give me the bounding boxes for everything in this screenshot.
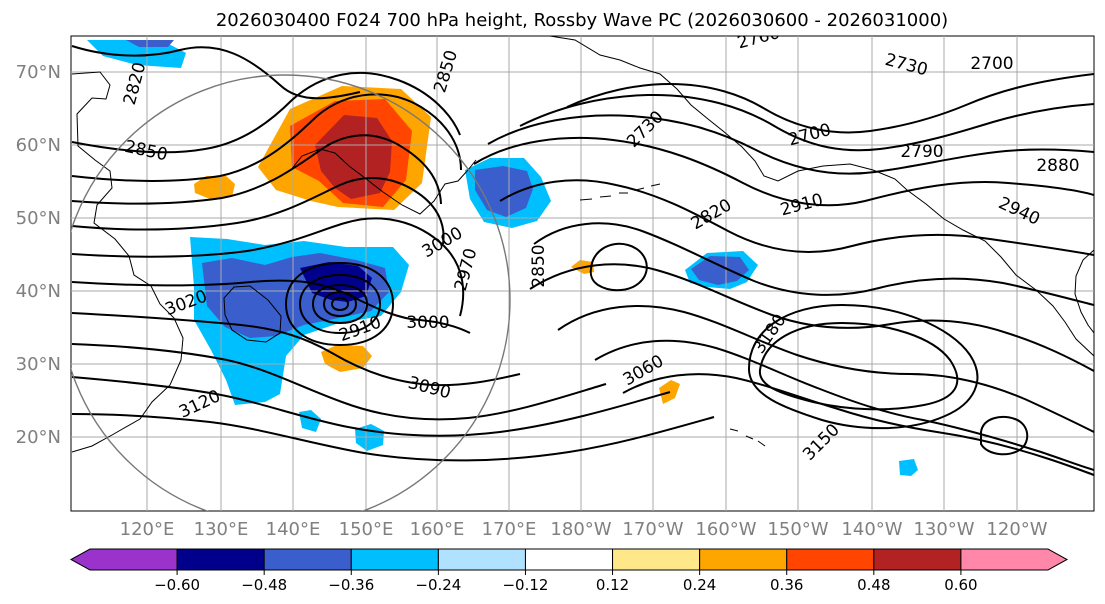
contour-2880 xyxy=(71,93,462,182)
latitude-tick-label: 50°N xyxy=(16,208,61,229)
contour-3180-loop xyxy=(758,321,959,411)
colorbar-extend-left xyxy=(69,548,178,571)
latitude-tick-label: 60°N xyxy=(16,135,61,156)
alaska-coastline xyxy=(549,36,1094,357)
coastlines xyxy=(71,36,1094,453)
contour-3150-loop xyxy=(747,303,979,430)
contour-2820 xyxy=(71,45,361,100)
contour-2940 xyxy=(71,177,445,245)
colorbar-tick-label: 0.12 xyxy=(596,576,629,594)
north-strong-negative-anomaly xyxy=(126,40,174,47)
colorbar-swatch xyxy=(873,548,962,571)
aleutian-islands xyxy=(579,183,661,201)
height-contours xyxy=(71,45,1094,476)
contour-3120 xyxy=(71,413,715,462)
contour-low-2 xyxy=(298,273,382,335)
colorbar-swatch xyxy=(524,548,614,571)
small-positive-anomaly-south xyxy=(321,345,372,372)
colorbar-extend-right xyxy=(960,548,1069,571)
gulf-strong-negative-anomaly xyxy=(691,256,749,285)
contour-2730 xyxy=(566,73,1094,134)
east-asia-coastline xyxy=(71,71,184,453)
contour-small-loop-2 xyxy=(980,415,1029,456)
contour-3090 xyxy=(71,376,671,437)
colorbar-swatch xyxy=(786,548,875,571)
anomaly-layer xyxy=(87,40,918,476)
plot-title: 2026030400 F024 700 hPa height, Rossby W… xyxy=(216,10,948,31)
longitude-tick-label: 120°E xyxy=(120,519,175,540)
contour-value-label: 3000 xyxy=(406,313,449,333)
reference-circle xyxy=(71,74,511,511)
longitude-tick-label: 160°W xyxy=(695,519,756,540)
contour-low-3 xyxy=(311,283,369,325)
longitude-tick-label: 130°W xyxy=(913,519,974,540)
longitude-tick-label: 170°E xyxy=(482,519,537,540)
colorbar-swatch xyxy=(612,548,701,571)
longitude-tick-label: 170°W xyxy=(622,519,683,540)
axis-labels: 120°E 130°E 140°E 150°E 160°E 170°E 180°W 170°W… xyxy=(16,62,1048,540)
colorbar-tick-label: −0.24 xyxy=(415,576,461,594)
longitude-tick-label: 160°E xyxy=(410,519,465,540)
contour-2970 xyxy=(71,217,465,317)
contour-2910 xyxy=(71,134,442,205)
graticule xyxy=(71,36,1094,511)
contour-2760 xyxy=(519,93,1094,152)
contour-2910-east xyxy=(529,263,1094,372)
japan-islands xyxy=(223,285,282,343)
colorbar-tick-label: 0.48 xyxy=(857,576,890,594)
colorbar-tick-label: −0.60 xyxy=(154,576,200,594)
colorbar-swatch xyxy=(263,548,352,571)
hawaii-islands xyxy=(729,428,766,447)
contour-small-loop-1 xyxy=(589,242,648,292)
north-america-coast-lower xyxy=(1074,249,1094,334)
latitude-tick-label: 20°N xyxy=(16,427,61,448)
latitude-tick-label: 70°N xyxy=(16,62,61,83)
contour-value-label: 2700 xyxy=(970,54,1013,74)
bering-strong-negative-anomaly xyxy=(475,166,533,217)
longitude-tick-label: 140°E xyxy=(266,519,321,540)
longitude-tick-label: 130°E xyxy=(194,519,249,540)
colorbar-swatch xyxy=(350,548,439,571)
contour-3030 xyxy=(71,312,521,387)
contour-3000-east xyxy=(622,373,1094,476)
latitude-tick-label: 40°N xyxy=(16,281,61,302)
contour-2850 xyxy=(71,72,461,154)
contour-2850-east xyxy=(499,179,1094,256)
contour-2940-east xyxy=(557,305,1094,433)
latitude-tick-label: 30°N xyxy=(16,354,61,375)
contour-low-5 xyxy=(330,296,350,312)
small-positive-anomaly-west xyxy=(194,176,235,199)
longitude-tick-label: 150°E xyxy=(339,519,394,540)
colorbar-swatch xyxy=(699,548,788,571)
contour-2820-east xyxy=(473,136,1094,207)
colorbar-tick-label: 0.36 xyxy=(770,576,803,594)
contour-2970-east xyxy=(594,339,1094,471)
contour-low-1 xyxy=(284,261,395,347)
colorbar-tick-label: −0.12 xyxy=(502,576,548,594)
contour-low-4 xyxy=(322,290,358,318)
contour-2880-east xyxy=(533,222,1094,306)
longitude-tick-label: 180°W xyxy=(550,519,611,540)
tropical-negative-anomaly-3 xyxy=(899,459,918,476)
longitude-tick-label: 140°W xyxy=(841,519,902,540)
contour-value-label: 2790 xyxy=(900,142,943,162)
colorbar-swatch xyxy=(437,548,526,571)
colorbar: −0.60 −0.48 −0.36 −0.24 −0.12 0.12 0.24 0.36 0.4… xyxy=(69,548,1069,594)
colorbar-tick-label: 0.60 xyxy=(944,576,977,594)
colorbar-tick-label: −0.48 xyxy=(241,576,287,594)
contour-value-label: 2880 xyxy=(1036,156,1079,176)
colorbar-swatch xyxy=(176,548,265,571)
contour-3060 xyxy=(71,343,607,421)
contour-value-label: 2850 xyxy=(529,244,549,287)
colorbar-tick-label: −0.36 xyxy=(328,576,374,594)
longitude-tick-label: 150°W xyxy=(767,519,828,540)
colorbar-tick-label: 0.24 xyxy=(683,576,716,594)
contour-2790 xyxy=(487,114,1094,175)
longitude-tick-label: 120°W xyxy=(986,519,1047,540)
